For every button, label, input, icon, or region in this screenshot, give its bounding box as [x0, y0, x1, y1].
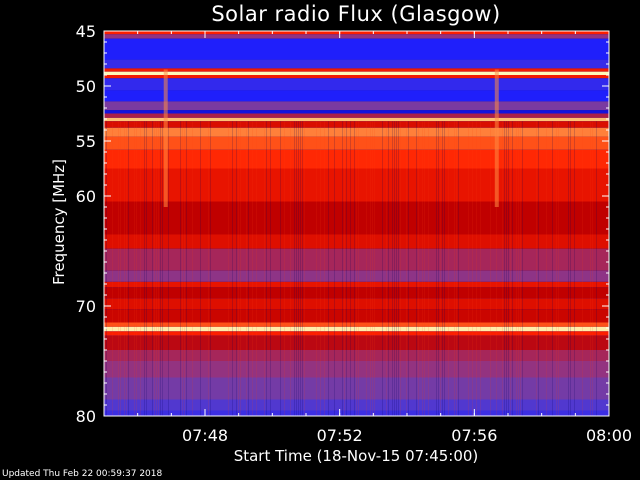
frequency-band — [104, 410, 609, 416]
burst-feature — [163, 69, 168, 207]
frequency-band — [104, 335, 609, 350]
frequency-band — [104, 113, 609, 118]
noise-texture — [106, 121, 597, 416]
frequency-band — [104, 75, 609, 79]
plot-area — [104, 31, 609, 416]
frequency-band — [104, 38, 609, 60]
frequency-band — [104, 127, 609, 137]
x-tick-label: 07:52 — [317, 426, 363, 445]
frequency-band — [104, 168, 609, 202]
frequency-band — [104, 399, 609, 411]
frequency-band — [104, 121, 609, 128]
y-tick-label: 70 — [76, 297, 96, 316]
frequency-band — [104, 34, 609, 39]
frequency-band — [104, 90, 609, 102]
frequency-band — [104, 117, 609, 122]
frequency-band — [104, 31, 609, 35]
frequency-band — [104, 322, 609, 327]
axes: 45 50 55 60 70 80 07:48 07:52 07:56 08:00 — [76, 22, 632, 445]
x-tick-label: 07:48 — [182, 426, 228, 445]
frequency-band — [104, 326, 609, 332]
frequency-band — [104, 287, 609, 299]
frequency-band — [104, 101, 609, 111]
frequency-band — [104, 270, 609, 282]
y-tick-label: 45 — [76, 22, 96, 41]
frequency-band — [104, 298, 609, 310]
update-timestamp: Updated Thu Feb 22 00:59:37 2018 — [2, 469, 163, 479]
frequency-band — [104, 248, 609, 271]
y-tick-label: 60 — [76, 187, 96, 206]
x-tick-label: 07:56 — [451, 426, 497, 445]
frequency-band — [104, 78, 609, 91]
frequency-band — [104, 361, 609, 378]
frequency-band — [104, 71, 609, 75]
frequency-band — [104, 110, 609, 114]
frequency-band — [104, 331, 609, 336]
x-axis-label: Start Time (18-Nov-15 07:45:00) — [234, 447, 479, 465]
y-tick-label: 50 — [76, 77, 96, 96]
y-tick-label: 80 — [76, 407, 96, 426]
frequency-band — [104, 136, 609, 150]
burst-feature — [494, 69, 499, 207]
y-axis-label: Frequency [MHz] — [50, 159, 68, 285]
frequency-band — [104, 350, 609, 361]
frequency-band — [104, 59, 609, 69]
frequency-band — [104, 149, 609, 169]
frequency-band — [104, 281, 609, 288]
y-tick-label: 55 — [76, 132, 96, 151]
frequency-band — [104, 309, 609, 323]
x-tick-label: 08:00 — [586, 426, 632, 445]
chart-title: Solar radio Flux (Glasgow) — [211, 2, 501, 26]
frequency-band — [104, 201, 609, 235]
frequency-band — [104, 68, 609, 72]
frequency-band — [104, 234, 609, 249]
frequency-band — [104, 377, 609, 400]
